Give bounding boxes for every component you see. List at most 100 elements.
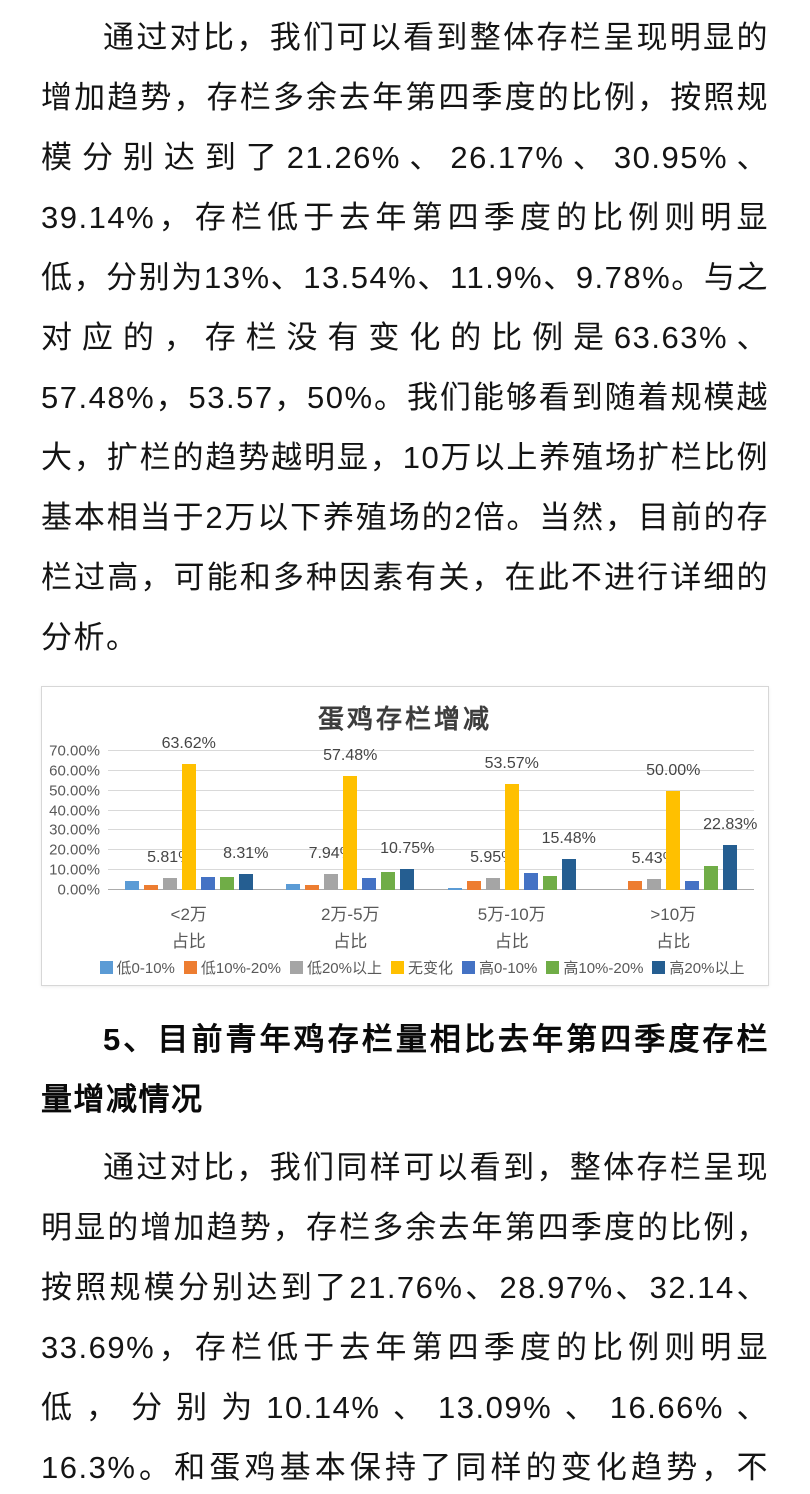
- bar: 10.75%: [380, 840, 434, 890]
- bar: [542, 875, 557, 890]
- bar-data-label: 7.94%: [308, 845, 354, 863]
- bar: [447, 887, 462, 890]
- legend-swatch: [390, 961, 404, 974]
- bar-data-label: 22.83%: [703, 815, 758, 833]
- bar: [362, 877, 377, 890]
- bar: [286, 884, 301, 890]
- category-suffix: 占比: [494, 932, 529, 951]
- y-axis-tick-label: 60.00%: [49, 762, 100, 780]
- legend-label: 高0-10%: [479, 960, 538, 977]
- gridline: [108, 750, 754, 751]
- bar-group: 5.95% 53.57% 15.48%: [431, 751, 596, 890]
- bar: [200, 877, 215, 890]
- category-suffix: 占比: [656, 932, 691, 951]
- legend-label: 高20%以上: [669, 960, 745, 977]
- x-axis-category-label: <2万占比: [108, 901, 270, 955]
- bar: 63.62%: [162, 735, 216, 890]
- category-name: 5万-10万: [477, 905, 546, 924]
- chart-title: 蛋鸡存栏增减: [317, 705, 492, 735]
- y-axis-tick-label: 30.00%: [49, 821, 100, 839]
- x-axis-labels: <2万 占比 2万-5万 占比 5万-10万 占比 >10万 占比: [108, 901, 754, 955]
- bar-group: 5.43% 50.00% 22.83%: [593, 751, 757, 890]
- bar-data-label: 8.31%: [223, 844, 269, 862]
- bar-data-label: 10.75%: [380, 839, 435, 857]
- x-axis-category-label: 2万-5万占比: [270, 901, 432, 955]
- chart-legend: 低0-10% 低10%-20% 低20%以上 无变化 高0-10% 高10%-20% 高20…: [92, 957, 752, 978]
- category-name: <2万: [170, 905, 207, 924]
- y-axis-tick-label: 40.00%: [49, 802, 100, 820]
- legend-item: 低10%-20%: [183, 957, 281, 978]
- y-axis-tick-label: 70.00%: [49, 742, 100, 760]
- bar-data-label: 5.81%: [147, 849, 193, 867]
- gridline: [108, 849, 754, 851]
- legend-item: 无变化: [390, 957, 453, 978]
- bar: 57.48%: [323, 747, 377, 890]
- legend-label: 无变化: [407, 960, 453, 977]
- bar: 8.31%: [223, 845, 268, 890]
- legend-item: 高20%以上: [652, 957, 744, 978]
- paragraph-young-hen-analysis: 通过对比，我们同样可以看到，整体存栏呈现明显的增加趋势，存栏多余去年第四季度的比…: [41, 1150, 769, 1485]
- category-name: >10万: [650, 905, 697, 924]
- bar-data-label: 5.95%: [470, 849, 516, 867]
- category-suffix: 占比: [333, 932, 368, 951]
- bar: 5.81%: [147, 849, 192, 890]
- gridline: [108, 789, 754, 791]
- legend-swatch: [652, 961, 666, 974]
- legend-label: 高10%-20%: [563, 960, 644, 977]
- bar: 53.57%: [485, 755, 539, 890]
- bar-data-label: 57.48%: [323, 746, 378, 764]
- bar-data-label: 63.62%: [161, 734, 216, 752]
- x-axis-baseline: [108, 889, 754, 890]
- x-axis-category-label: 5万-10万 占比: [431, 901, 593, 955]
- bar: 22.83%: [703, 816, 757, 890]
- bar: [628, 881, 643, 890]
- bar: [523, 873, 538, 890]
- bar: [466, 880, 481, 890]
- paragraph-egg-hen-analysis: 通过对比，我们可以看到整体存栏呈现明显的增加趋势，存栏多余去年第四季度的比例，按…: [41, 20, 769, 655]
- legend-label: 低10%-20%: [200, 960, 281, 977]
- bar-group: 5.81% 63.62% 8.31%: [108, 735, 270, 890]
- gridline: [108, 809, 754, 811]
- y-axis-tick-label: 0.00%: [57, 881, 100, 899]
- legend-swatch: [99, 961, 113, 974]
- y-axis-tick-label: 10.00%: [49, 861, 100, 879]
- legend-swatch: [289, 961, 303, 974]
- bar: [381, 871, 396, 890]
- bar: [124, 880, 139, 890]
- chart-plot-area: 0.00% 10.00% 20.00% 30.00% 40.00% 50.00% 60.00…: [49, 735, 757, 899]
- legend-item: 高10%-20%: [546, 957, 643, 978]
- section-heading: 5、目前青年鸡存栏量相比去年第四季度存栏量增减情况: [41, 1022, 769, 1117]
- bar: [219, 877, 234, 890]
- y-axis-tick-label: 50.00%: [49, 782, 100, 800]
- bar: 7.94%: [309, 845, 354, 890]
- legend-label: 低0-10%: [116, 960, 175, 977]
- bar: [685, 881, 700, 890]
- legend-label: 低20%以上: [306, 960, 382, 977]
- bar-data-label: 15.48%: [541, 830, 596, 848]
- legend-item: 低20%以上: [289, 957, 382, 978]
- legend-swatch: [546, 961, 560, 974]
- bar: [143, 885, 158, 890]
- bar: 5.43%: [632, 850, 677, 890]
- gridline: [108, 769, 754, 771]
- legend-item: 高0-10%: [462, 957, 537, 978]
- bar-data-label: 53.57%: [484, 754, 539, 772]
- gridline: [108, 829, 754, 831]
- bar: [305, 884, 320, 890]
- bar-group: 7.94% 57.48% 10.75%: [270, 747, 434, 890]
- bar: 5.95%: [470, 849, 515, 890]
- x-axis-category-label: >10万占比: [593, 901, 755, 955]
- y-axis-tick-label: 20.00%: [49, 841, 100, 859]
- bar-chart-container: 蛋鸡存栏增减 0.00% 10.00% 20.00% 30.00% 40.00% 50.0…: [41, 686, 769, 986]
- legend-item: 低0-10%: [99, 957, 175, 978]
- bar: [704, 866, 719, 890]
- gridline: [108, 869, 754, 871]
- category-suffix: 占比: [171, 932, 206, 951]
- category-name: 2万-5万: [320, 905, 380, 924]
- legend-swatch: [183, 961, 197, 974]
- bar-data-label: 5.43%: [631, 850, 677, 868]
- bar: 50.00%: [646, 762, 700, 890]
- bar-data-label: 50.00%: [646, 761, 701, 779]
- legend-swatch: [462, 961, 475, 974]
